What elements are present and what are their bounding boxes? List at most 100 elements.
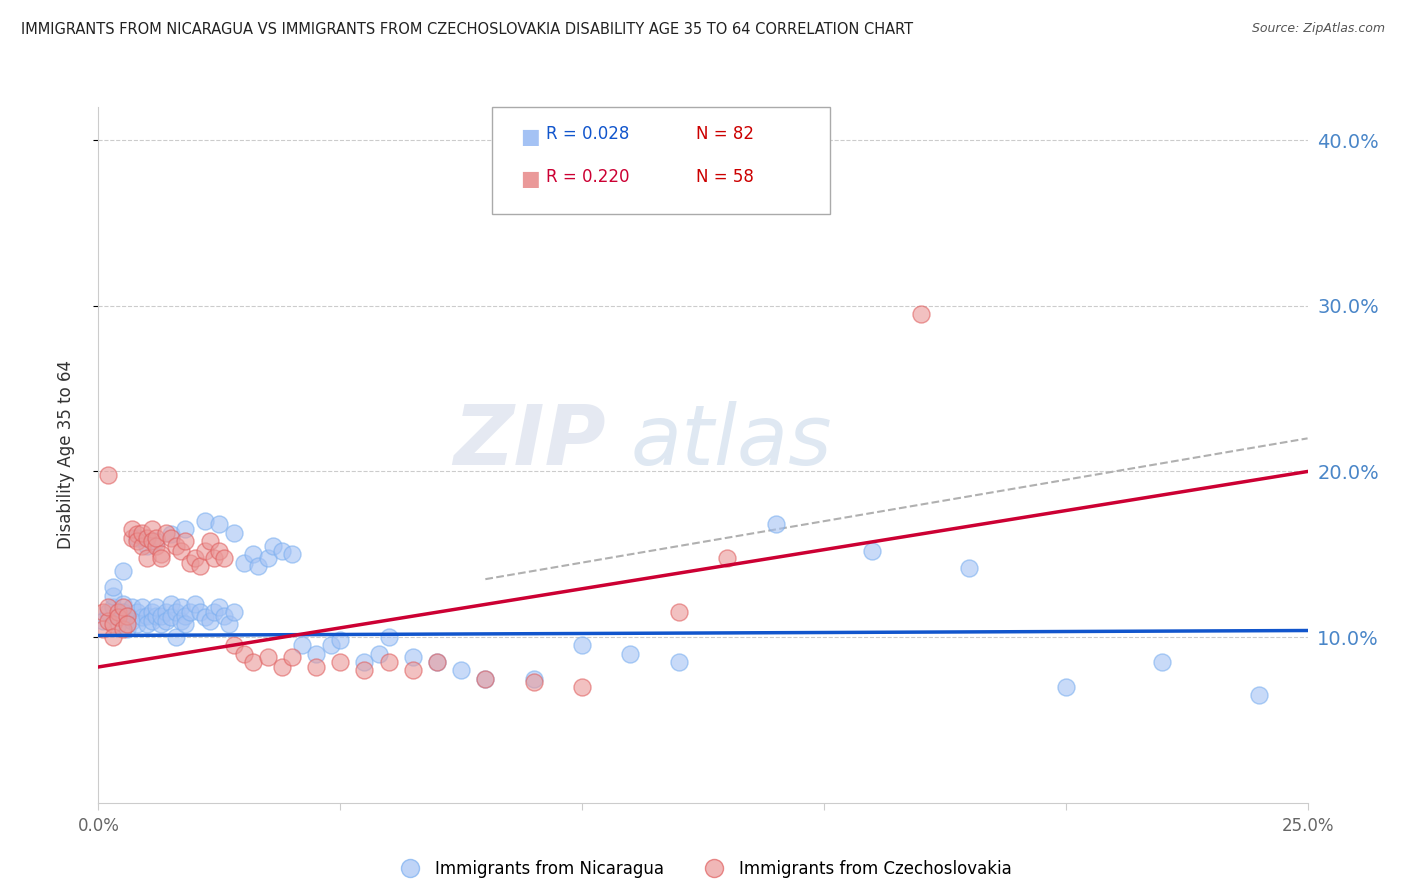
Point: [97, 614, 120, 628]
Point: [256, 550, 278, 565]
Point: [305, 660, 328, 674]
Point: [145, 608, 167, 623]
Point: [184, 597, 207, 611]
Point: [111, 564, 134, 578]
Point: [145, 531, 167, 545]
Point: [97, 605, 120, 619]
Point: [121, 531, 143, 545]
Point: [160, 610, 183, 624]
Point: [174, 534, 197, 549]
Point: [127, 616, 149, 631]
Point: [141, 614, 163, 628]
Point: [169, 600, 191, 615]
Point: [131, 539, 153, 553]
Point: [117, 622, 139, 636]
Point: [212, 608, 235, 623]
Point: [222, 605, 245, 619]
Point: [232, 647, 254, 661]
Point: [101, 589, 124, 603]
Point: [160, 527, 183, 541]
Point: [107, 616, 129, 631]
Point: [188, 605, 211, 619]
Point: [368, 647, 391, 661]
Point: [198, 614, 221, 628]
Point: [135, 550, 157, 565]
Point: [135, 616, 157, 631]
Point: [174, 616, 197, 631]
Point: [121, 523, 143, 537]
Point: [117, 616, 139, 631]
Point: [121, 614, 143, 628]
Text: IMMIGRANTS FROM NICARAGUA VS IMMIGRANTS FROM CZECHOSLOVAKIA DISABILITY AGE 35 TO: IMMIGRANTS FROM NICARAGUA VS IMMIGRANTS …: [21, 22, 914, 37]
Point: [101, 630, 124, 644]
Point: [765, 517, 787, 532]
Point: [208, 544, 231, 558]
Point: [169, 614, 191, 628]
Point: [402, 663, 425, 677]
Point: [174, 523, 197, 537]
Point: [860, 544, 883, 558]
Point: [101, 600, 124, 615]
Point: [127, 534, 149, 549]
Point: [377, 655, 399, 669]
Point: [107, 610, 129, 624]
Point: [188, 558, 211, 573]
Point: [145, 600, 167, 615]
Point: [107, 610, 129, 624]
Point: [111, 605, 134, 619]
Point: [150, 616, 173, 631]
Point: [716, 550, 738, 565]
Point: [208, 600, 231, 615]
Point: [111, 597, 134, 611]
Point: [208, 517, 231, 532]
Point: [271, 544, 294, 558]
Point: [155, 525, 177, 540]
Point: [242, 547, 264, 561]
Point: [222, 525, 245, 540]
Point: [107, 605, 129, 619]
Text: R = 0.220: R = 0.220: [546, 168, 628, 186]
Point: [101, 581, 124, 595]
Point: [165, 605, 187, 619]
Point: [160, 531, 183, 545]
Point: [145, 534, 167, 549]
Point: [232, 556, 254, 570]
Point: [247, 558, 270, 573]
Point: [353, 655, 375, 669]
Point: [131, 610, 153, 624]
Point: [1054, 680, 1077, 694]
Point: [141, 534, 163, 549]
Point: [668, 655, 690, 669]
Text: ■: ■: [520, 169, 540, 189]
Point: [91, 605, 114, 619]
Point: [571, 639, 593, 653]
Point: [155, 605, 177, 619]
Point: [198, 534, 221, 549]
Point: [1152, 655, 1174, 669]
Point: [145, 539, 167, 553]
Point: [174, 608, 197, 623]
Point: [117, 608, 139, 623]
Point: [450, 663, 472, 677]
Legend: Immigrants from Nicaragua, Immigrants from Czechoslovakia: Immigrants from Nicaragua, Immigrants fr…: [387, 854, 1019, 885]
Point: [305, 647, 328, 661]
Point: [668, 605, 690, 619]
Point: [150, 608, 173, 623]
Point: [619, 647, 641, 661]
Point: [141, 605, 163, 619]
Point: [426, 655, 449, 669]
Point: [194, 514, 217, 528]
Point: [329, 633, 352, 648]
Point: [135, 608, 157, 623]
Y-axis label: Disability Age 35 to 64: Disability Age 35 to 64: [56, 360, 75, 549]
Point: [127, 605, 149, 619]
Point: [910, 307, 932, 321]
Point: [184, 550, 207, 565]
Point: [353, 663, 375, 677]
Point: [377, 630, 399, 644]
Point: [204, 550, 226, 565]
Point: [242, 655, 264, 669]
Point: [329, 655, 352, 669]
Point: [426, 655, 449, 669]
Point: [150, 547, 173, 561]
